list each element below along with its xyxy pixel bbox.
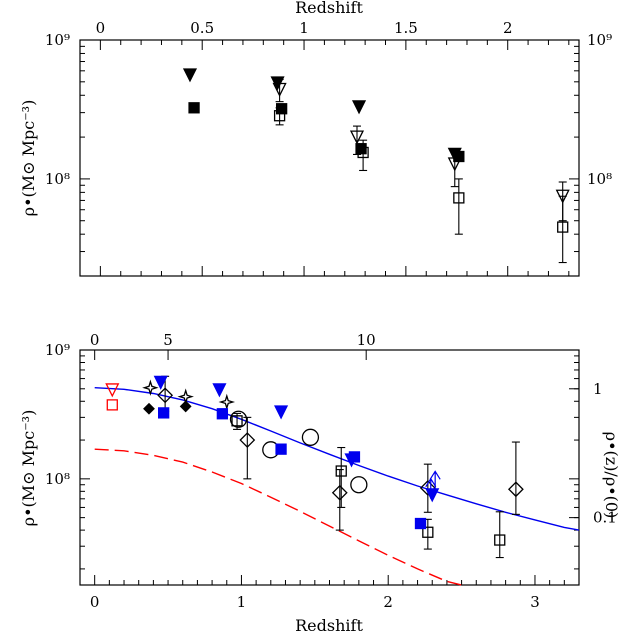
top-point-square-open-3-0 xyxy=(273,110,286,122)
bottom-plot-frame xyxy=(79,349,580,586)
top-ytick-label-right: 10⁸ xyxy=(587,170,612,188)
bottom-ylabel-right: ρ•(z)/ρ•(0) xyxy=(602,432,621,519)
bottom-toptick-label: 5 xyxy=(163,331,173,349)
bottom-point-triangle-down-open-0-0 xyxy=(105,383,120,398)
bottom-point-square-filled-8-3 xyxy=(348,451,361,463)
top-xtick-label: 2 xyxy=(503,19,513,37)
top-point-square-filled-1-0 xyxy=(188,102,200,114)
bottom-ylabel: ρ•(M⊙ Mpc⁻³) xyxy=(19,410,38,527)
top-point-square-filled-1-1 xyxy=(275,103,288,115)
top-point-triangle-down-open-2-2 xyxy=(447,157,462,172)
top-point-square-open-3-1 xyxy=(357,146,369,159)
top-ylabel: ρ•(M⊙ Mpc⁻³) xyxy=(19,100,38,217)
bottom-panel: Redshift ρ•(M⊙ Mpc⁻³) ρ•(z)/ρ•(0) 10⁸ 10⁹… xyxy=(19,331,621,635)
bottom-curves xyxy=(94,387,580,586)
top-ytick-label-right: 10⁹ xyxy=(587,31,612,49)
bottom-point-square-filled-8-4 xyxy=(414,517,427,530)
top-point-square-filled-1-2 xyxy=(355,143,367,155)
bottom-xlabel: Redshift xyxy=(295,616,363,635)
top-point-triangle-down-open-2-0 xyxy=(272,82,287,97)
top-plot-frame xyxy=(79,39,580,277)
bottom-ytick-label-left: 10⁸ xyxy=(45,470,70,488)
bottom-point-square-filled-8-2 xyxy=(275,443,287,455)
bottom-point-star-open-3-2 xyxy=(218,393,236,411)
bottom-point-square-open-1-0 xyxy=(106,399,118,411)
bottom-point-square-open-6-0 xyxy=(231,415,243,427)
bottom-point-diamond-filled-2-0 xyxy=(143,402,155,415)
bottom-point-diamond-open-4-1 xyxy=(239,432,256,448)
bottom-axes: 10⁸ 10⁹ 0 1 2 3 0 5 10 1 0.1 xyxy=(45,331,617,611)
top-xtick-label: 0 xyxy=(96,19,106,37)
bottom-point-square-filled-8-0 xyxy=(158,407,170,419)
bottom-point-square-open-6-1 xyxy=(335,465,347,477)
model-curve-solid xyxy=(94,387,580,531)
bottom-righttick-label: 1 xyxy=(593,380,603,398)
bottom-toptick-label: 10 xyxy=(357,331,376,349)
bottom-righttick-label: 0.1 xyxy=(593,509,617,527)
top-xtick-label: 0.5 xyxy=(190,19,214,37)
top-xlabel: Redshift xyxy=(295,0,363,17)
bottom-xtick-label: 2 xyxy=(383,593,393,611)
bottom-point-diamond-open-4-3 xyxy=(419,480,436,496)
bottom-point-diamond-open-4-2 xyxy=(331,484,348,501)
bottom-point-circle-open-5-2 xyxy=(301,428,320,446)
top-xtick-label: 1.5 xyxy=(394,19,418,37)
model-curve-dashed xyxy=(94,448,462,586)
top-point-triangle-down-filled-0-2 xyxy=(351,100,367,115)
bottom-point-square-open-6-2 xyxy=(422,526,434,538)
bottom-point-star-open-3-0 xyxy=(142,379,159,396)
bottom-point-diamond-filled-2-1 xyxy=(179,400,192,413)
bottom-toptick-label: 0 xyxy=(90,331,100,349)
bottom-marks xyxy=(105,375,524,559)
top-point-triangle-down-open-2-1 xyxy=(349,130,365,145)
top-ytick-label-left: 10⁸ xyxy=(45,170,70,188)
bottom-point-square-open-6-3 xyxy=(494,534,506,546)
bottom-point-triangle-down-filled-7-0 xyxy=(153,375,168,390)
top-point-square-filled-1-3 xyxy=(453,150,465,163)
bottom-point-arrow-up-9-1 xyxy=(429,470,441,492)
top-point-triangle-down-filled-0-0 xyxy=(182,68,198,83)
bottom-xtick-label: 3 xyxy=(530,593,540,611)
top-point-square-open-3-3 xyxy=(557,221,569,233)
top-ytick-label-left: 10⁹ xyxy=(45,31,70,49)
bottom-point-triangle-down-filled-7-1 xyxy=(212,383,227,398)
bottom-ytick-label-left: 10⁹ xyxy=(45,341,70,359)
bottom-point-diamond-open-4-0 xyxy=(157,387,174,404)
bottom-xtick-label: 1 xyxy=(237,593,247,611)
top-marks xyxy=(182,68,570,264)
bottom-xtick-label: 0 xyxy=(90,593,100,611)
bottom-point-square-filled-8-1 xyxy=(216,408,229,420)
bottom-point-triangle-down-filled-7-4 xyxy=(425,488,440,503)
bottom-point-circle-open-5-0 xyxy=(229,410,248,428)
bottom-point-star-open-3-1 xyxy=(177,388,194,405)
bottom-point-diamond-open-4-4 xyxy=(507,481,524,498)
top-axes: 10⁸ 10⁸ 10⁹ 10⁹ 0 0.5 1 1.5 2 xyxy=(45,19,612,277)
top-xtick-label: 1 xyxy=(299,19,309,37)
bottom-point-circle-open-5-3 xyxy=(350,476,368,494)
bottom-point-triangle-down-filled-7-2 xyxy=(274,405,289,420)
top-point-square-open-3-2 xyxy=(453,192,465,204)
